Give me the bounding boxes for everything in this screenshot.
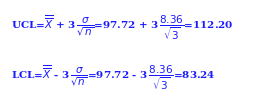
Text: LCL=$\overline{\overline{X}}$ - 3$\,\dfrac{\sigma}{\sqrt{n}}$=97.72 - 3$\,\dfrac: LCL=$\overline{\overline{X}}$ - 3$\,\dfr…	[11, 64, 216, 92]
Text: UCL=$\overline{\overline{X}}$ + 3$\,\dfrac{\sigma}{\sqrt{n}}$=97.72 + 3$\,\dfrac: UCL=$\overline{\overline{X}}$ + 3$\,\dfr…	[11, 14, 234, 42]
